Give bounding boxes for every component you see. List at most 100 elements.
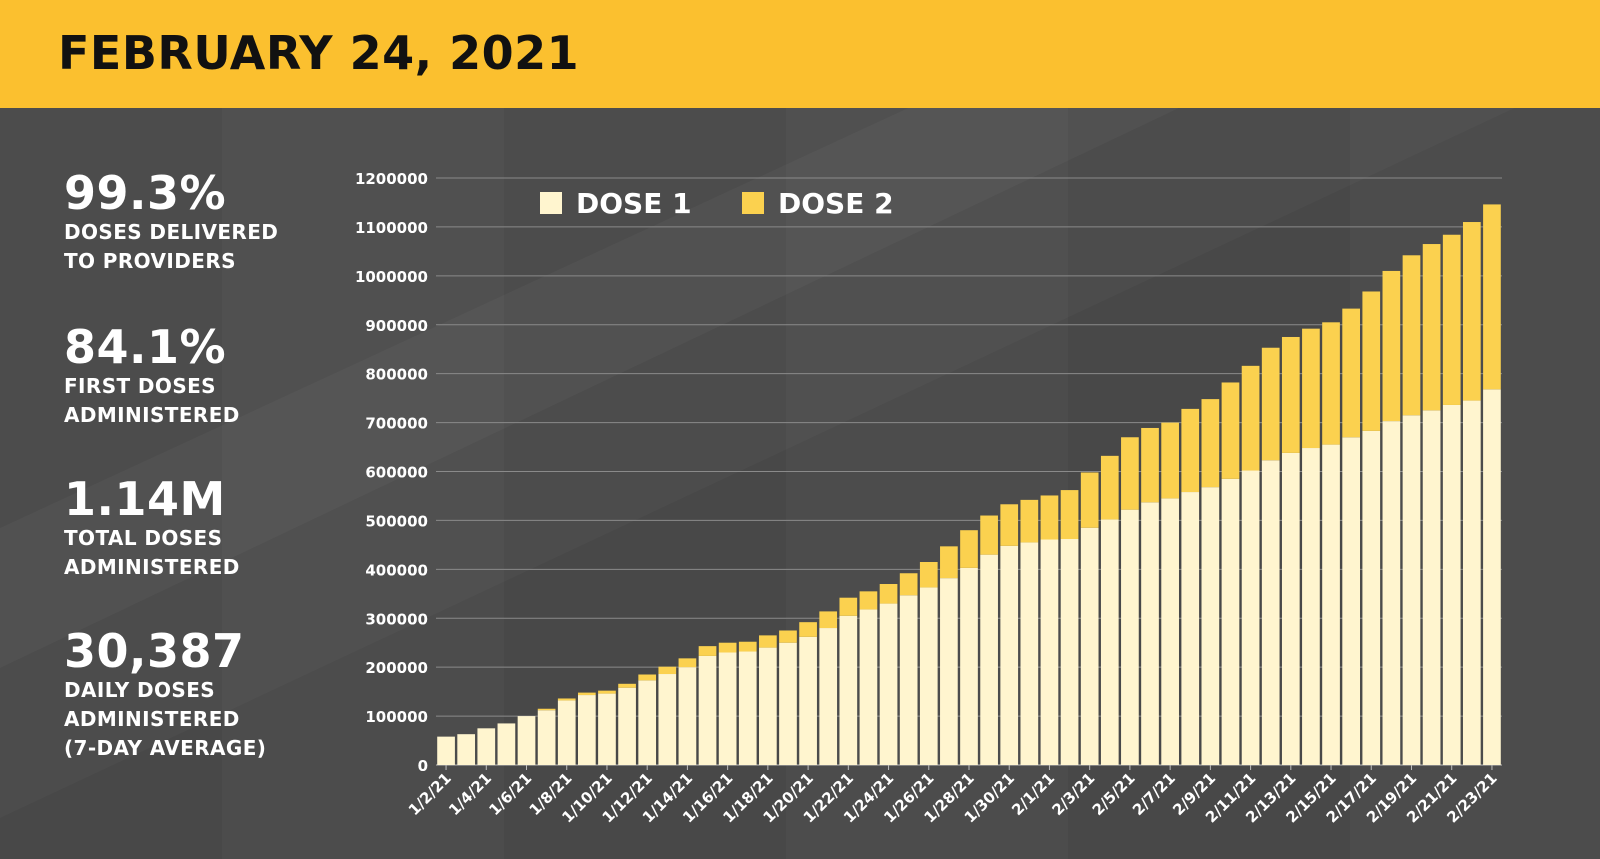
bar-dose1 (859, 609, 878, 765)
bar-dose2 (879, 584, 898, 604)
bar-dose1 (879, 603, 898, 765)
bar-dose1 (1181, 492, 1200, 765)
bar-dose1 (1382, 421, 1401, 765)
bar-dose2 (1161, 422, 1179, 499)
bar-dose2 (1100, 455, 1119, 520)
bar-dose2 (598, 690, 616, 694)
stat-first-doses: 84.1% FIRST DOSES ADMINISTERED (64, 322, 240, 430)
page-title: FEBRUARY 24, 2021 (58, 26, 580, 80)
stat-value: 30,387 (64, 624, 245, 678)
bar-dose1 (1201, 487, 1220, 765)
y-tick-label: 0 (418, 757, 428, 775)
y-tick-label: 500000 (365, 512, 428, 530)
bar-dose1 (1422, 410, 1441, 765)
bar-dose1 (839, 615, 858, 765)
bar-dose1 (678, 667, 697, 765)
y-tick-label: 1100000 (355, 219, 428, 237)
bar-dose2 (1261, 347, 1280, 461)
bar-dose2 (557, 698, 576, 701)
bar-dose1 (899, 595, 918, 765)
bar-dose1 (1322, 444, 1340, 765)
bar-dose1 (698, 655, 717, 765)
bar-dose2 (960, 530, 978, 568)
bar-dose1 (497, 723, 516, 765)
bar-dose2 (1141, 427, 1159, 503)
stat-label: TOTAL DOSES ADMINISTERED (64, 526, 240, 579)
bar-dose2 (1342, 308, 1361, 438)
stat-label: FIRST DOSES ADMINISTERED (64, 374, 240, 427)
legend-swatch-2 (742, 192, 764, 214)
bar-dose1 (919, 587, 938, 765)
bar-dose1 (1221, 478, 1240, 765)
bar-dose1 (1020, 542, 1039, 765)
bar-dose1 (1000, 545, 1019, 765)
bar-dose1 (1261, 460, 1280, 765)
y-tick-label: 900000 (365, 317, 428, 335)
bar-dose1 (598, 693, 616, 765)
bar-dose1 (517, 716, 536, 765)
bar-dose1 (1402, 415, 1421, 765)
y-tick-label: 1200000 (355, 170, 428, 188)
stat-value: 1.14M (64, 472, 226, 526)
y-tick-label: 200000 (365, 659, 428, 677)
bar-dose1 (1281, 452, 1300, 765)
y-tick-label: 600000 (365, 464, 428, 482)
bar-dose1 (799, 636, 817, 765)
bar-dose1 (738, 651, 757, 765)
bar-dose1 (819, 628, 838, 765)
bar-dose1 (1080, 527, 1099, 765)
bar-dose1 (960, 567, 978, 765)
bar-dose2 (1040, 495, 1059, 540)
bar-dose2 (638, 674, 657, 681)
bar-dose1 (658, 674, 677, 765)
stat-value: 84.1% (64, 320, 227, 374)
x-tick-label: 1/4/21 (445, 769, 495, 819)
bar-dose1 (457, 734, 476, 765)
legend-label-1: DOSE 1 (576, 187, 692, 220)
bar-dose1 (1462, 400, 1481, 765)
bar-dose1 (1141, 502, 1159, 765)
bar-dose2 (919, 561, 938, 588)
bar-dose2 (1020, 499, 1039, 543)
bar-dose2 (1483, 204, 1501, 390)
y-tick-label: 1000000 (355, 268, 428, 286)
bar-dose1 (1342, 437, 1361, 765)
bar-dose2 (1422, 244, 1441, 411)
x-tick-label: 2/1/21 (1008, 769, 1058, 819)
bar-dose2 (618, 683, 636, 688)
bar-dose1 (1483, 389, 1501, 765)
bar-dose2 (1442, 234, 1461, 405)
y-tick-label: 100000 (365, 708, 428, 726)
x-tick-label: 2/7/21 (1129, 769, 1179, 819)
bar-dose1 (779, 642, 797, 765)
bar-dose1 (638, 680, 657, 765)
x-tick-label: 1/2/21 (405, 769, 455, 819)
bar-dose2 (577, 692, 596, 696)
bar-dose2 (1362, 291, 1381, 431)
bar-dose1 (1040, 539, 1059, 765)
legend-swatch-1 (540, 192, 562, 214)
bar-dose2 (819, 611, 838, 629)
bar-dose1 (940, 578, 958, 765)
x-tick-label: 2/5/21 (1089, 769, 1139, 819)
background-pattern (0, 108, 1600, 859)
bar-dose1 (1442, 404, 1461, 765)
bar-dose2 (1080, 472, 1099, 528)
y-tick-label: 300000 (365, 610, 428, 628)
bar-dose1 (557, 700, 576, 765)
bar-dose1 (1302, 448, 1320, 765)
stat-daily-doses: 30,387 DAILY DOSES ADMINISTERED (7-DAY A… (64, 626, 266, 763)
bar-dose1 (759, 647, 777, 765)
bar-dose2 (678, 658, 697, 668)
bar-dose1 (1121, 509, 1139, 765)
bar-dose1 (577, 695, 596, 765)
y-tick-label: 400000 (365, 561, 428, 579)
bar-dose1 (980, 554, 998, 765)
bar-dose2 (1060, 490, 1079, 540)
bar-dose2 (1462, 222, 1481, 401)
bar-dose2 (1241, 365, 1260, 471)
bar-dose2 (1201, 399, 1220, 488)
header-banner: FEBRUARY 24, 2021 (0, 0, 1600, 108)
